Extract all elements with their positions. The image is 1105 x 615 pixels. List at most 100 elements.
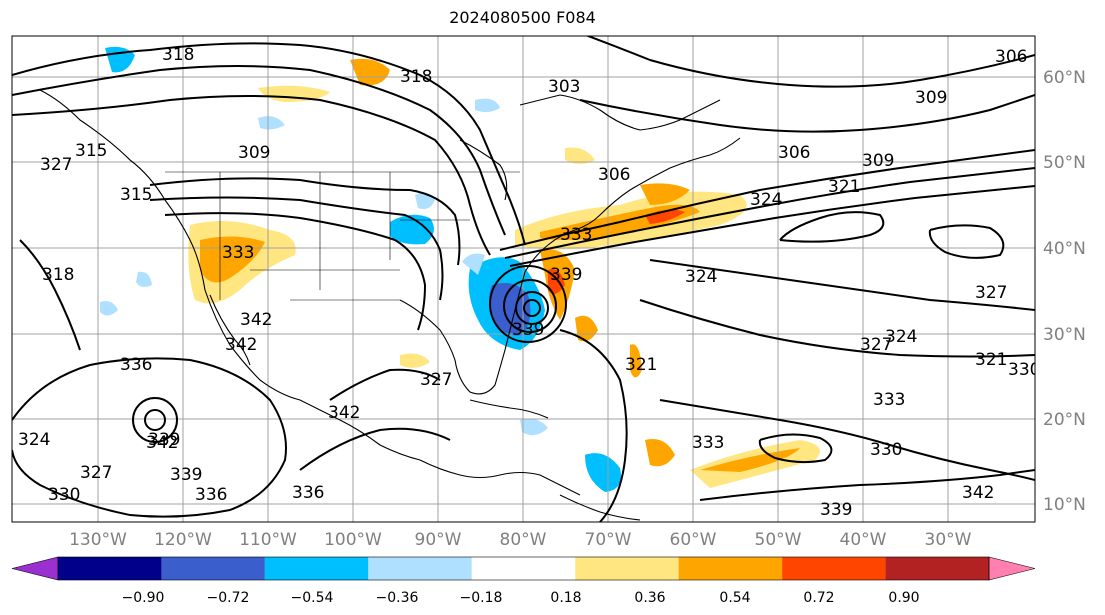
negative-region-bc-light [258, 116, 285, 130]
colorbar-segment [885, 557, 989, 580]
colorbar-tick-label: −0.36 [376, 590, 419, 606]
contour-label: 309 [862, 151, 894, 171]
contour-label: 336 [120, 355, 152, 375]
contour-label: 339 [820, 500, 852, 520]
contour-label: 342 [328, 403, 360, 423]
lon-label: 40°W [840, 530, 887, 550]
negative-region-florida-light [462, 253, 485, 275]
colorbar-tick-label: 0.36 [634, 590, 665, 606]
positive-region-canada [258, 85, 330, 102]
colorbar-tick-label: 0.54 [719, 590, 750, 606]
contour-label: 315 [120, 185, 152, 205]
positive-region-newfoundland [640, 183, 690, 205]
contour-label: 336 [195, 485, 227, 505]
contour-label: 318 [162, 45, 194, 65]
negative-region-gulf-light [520, 418, 548, 436]
contour-label: 324 [685, 267, 717, 287]
contour-label: 324 [18, 430, 50, 450]
colorbar-tick-label: 0.90 [888, 590, 919, 606]
plot-frame [11, 35, 1036, 523]
contour-label: 324 [750, 190, 782, 210]
contour-label: 333 [560, 225, 592, 245]
latitude-labels: 60°N 50°N 40°N 30°N 20°N 10°N [1043, 68, 1086, 515]
colorbar-tick-labels: −0.90 −0.72 −0.54 −0.36 −0.18 0.18 0.36 … [122, 590, 920, 606]
contour-label: 321 [828, 177, 860, 197]
colorbar-tick-label: −0.90 [122, 590, 165, 606]
contour-label: 306 [598, 165, 630, 185]
contour-label: 342 [240, 310, 272, 330]
contour-label: 321 [625, 355, 657, 375]
positive-region-mexico [400, 353, 430, 368]
lon-label: 130°W [69, 530, 127, 550]
contour-label: 327 [860, 335, 892, 355]
colorbar-tick-label: −0.18 [460, 590, 503, 606]
colorbar-tick-label: 0.72 [803, 590, 834, 606]
contour-label: 321 [975, 350, 1007, 370]
lon-label: 60°W [670, 530, 717, 550]
negative-region-caribbean [585, 453, 621, 492]
contour-label: 330 [1008, 360, 1040, 380]
graticule [12, 36, 1035, 522]
lat-label: 20°N [1043, 410, 1086, 430]
contour-label: 339 [512, 320, 544, 340]
positive-region-caribbean-east [645, 439, 675, 467]
lon-label: 100°W [324, 530, 382, 550]
contour-label-group: 318 318 303 306 309 315 309 306 306 309 … [18, 45, 1040, 520]
contour-label: 339 [170, 465, 202, 485]
contour-label: 333 [873, 390, 905, 410]
colorbar-tick-label: −0.72 [207, 590, 250, 606]
lat-label: 50°N [1043, 153, 1086, 173]
contour-label: 342 [962, 483, 994, 503]
figure-title: 2024080500 F084 [449, 8, 596, 27]
positive-region-north-pacific [350, 58, 390, 86]
lat-label: 30°N [1043, 325, 1086, 345]
colorbar-segment [58, 557, 162, 580]
contour-label: 330 [48, 485, 80, 505]
contour-label: 318 [42, 265, 74, 285]
contour-label: 324 [885, 327, 917, 347]
lat-label: 10°N [1043, 495, 1086, 515]
colorbar-segment [782, 557, 886, 580]
lon-label: 80°W [500, 530, 547, 550]
colorbar-segment [264, 557, 369, 580]
contour-label: 327 [420, 370, 452, 390]
contour-label: 309 [238, 143, 270, 163]
contour-label: 309 [915, 88, 947, 108]
colorbar [11, 556, 1036, 581]
contour-label: 306 [995, 47, 1027, 67]
contour-label: 330 [870, 440, 902, 460]
contour-label: 333 [692, 433, 724, 453]
colorbar-extend-low [11, 556, 59, 581]
contour-label: 327 [975, 283, 1007, 303]
colorbar-extend-high [988, 556, 1036, 581]
contour-label: 339 [550, 265, 582, 285]
contour-label: 336 [292, 483, 324, 503]
lon-label: 50°W [755, 530, 802, 550]
contour-label: 342 [146, 433, 178, 453]
lon-label: 30°W [925, 530, 972, 550]
contour-label: 318 [400, 67, 432, 87]
positive-region-maritime [565, 147, 595, 164]
coastlines [39, 89, 741, 521]
colorbar-segment [471, 557, 576, 580]
negative-region-hudson-light [475, 98, 500, 113]
negative-region-westcoast-light [100, 301, 118, 316]
political-borders [165, 171, 520, 301]
positive-region-atlantic-mid [630, 344, 642, 378]
lon-label: 70°W [585, 530, 632, 550]
lon-label: 110°W [239, 530, 297, 550]
positive-region-atlantic-tropical-core [700, 448, 800, 472]
colorbar-segment [368, 557, 472, 580]
colorbar-tick-label: −0.54 [291, 590, 334, 606]
contour-lines [12, 36, 1035, 522]
contour-label: 306 [778, 143, 810, 163]
colorbar-segment [161, 557, 265, 580]
contour-label: 303 [548, 77, 580, 97]
negative-region-pacific-light [136, 271, 152, 287]
positive-region-gulfstream [575, 315, 598, 342]
contour-label: 327 [80, 463, 112, 483]
lon-label: 120°W [154, 530, 212, 550]
contour-label: 315 [75, 141, 107, 161]
lat-label: 60°N [1043, 68, 1086, 88]
